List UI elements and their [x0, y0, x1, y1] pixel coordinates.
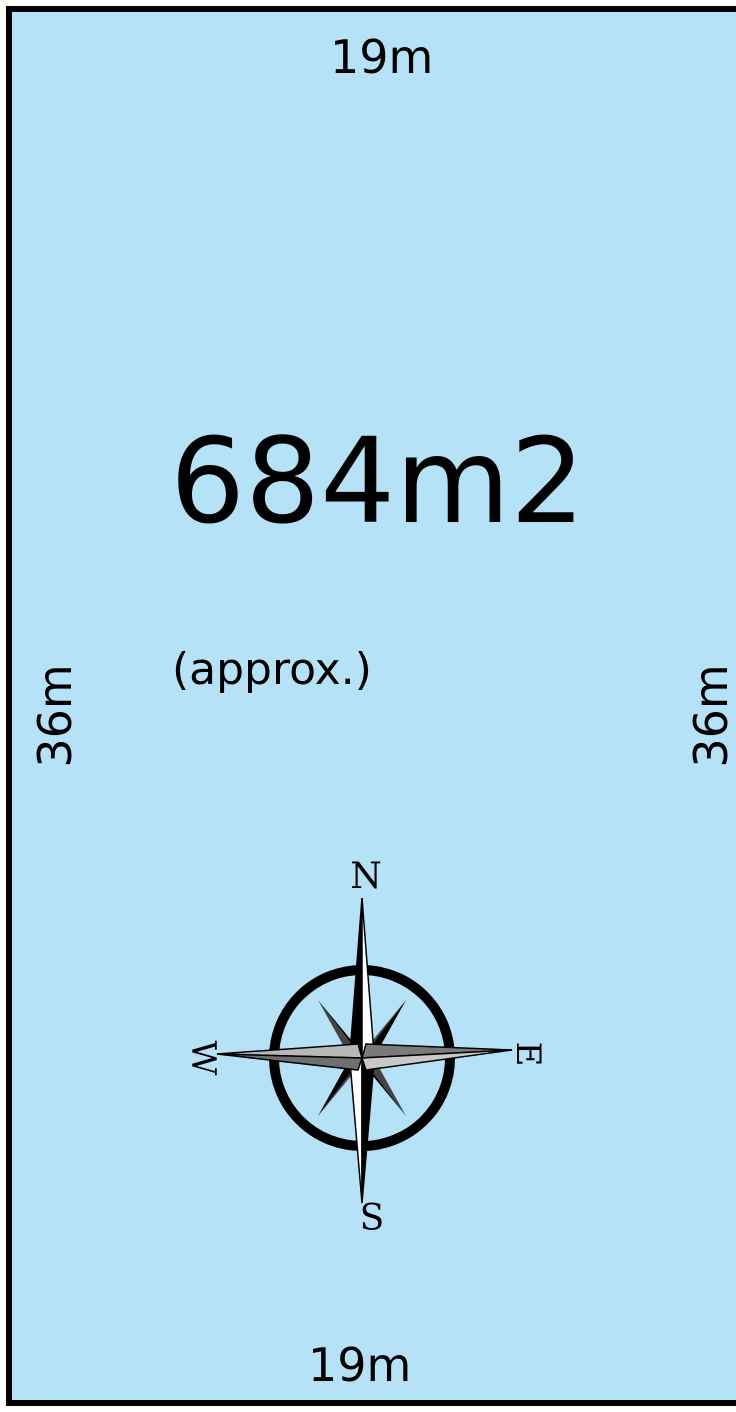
compass-label-east: E: [508, 1042, 548, 1067]
land-plot: 19m 36m 36m 19m 684m2 (approx.): [6, 6, 736, 1406]
top-boundary-length: 19m: [330, 34, 433, 80]
right-boundary-length: 36m: [688, 664, 734, 767]
compass-rose-icon: N S E W: [162, 858, 582, 1238]
compass-label-west: W: [183, 1041, 223, 1076]
plot-area: 684m2: [170, 422, 585, 540]
compass-south-point: [350, 1058, 374, 1203]
area-note: (approx.): [172, 648, 372, 692]
compass-north-point: [350, 898, 374, 1058]
compass-east-point: [362, 1044, 512, 1070]
compass-west-point: [217, 1044, 362, 1070]
left-boundary-length: 36m: [32, 664, 78, 767]
compass-label-north: N: [350, 858, 382, 897]
compass-label-south: S: [360, 1198, 385, 1238]
bottom-boundary-length: 19m: [308, 1342, 411, 1388]
